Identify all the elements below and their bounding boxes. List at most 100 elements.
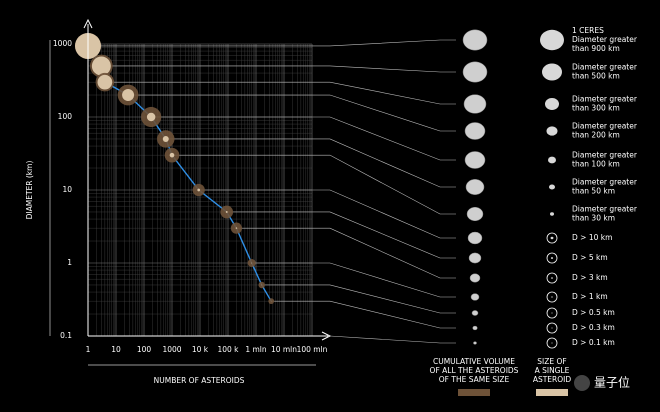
asteroid-dot xyxy=(551,312,553,314)
size-label: than 50 km xyxy=(572,187,615,196)
size-ring xyxy=(546,307,558,319)
size-ring xyxy=(546,322,558,334)
legend-label: OF ALL THE ASTEROIDS xyxy=(430,366,519,375)
asteroid-image xyxy=(546,126,558,136)
leader-line xyxy=(226,211,456,259)
legend-label: A SINGLE xyxy=(535,366,570,375)
legend-label: OF THE SAME SIZE xyxy=(439,375,510,384)
asteroid-image xyxy=(469,273,481,283)
leader-line xyxy=(165,138,456,188)
single-bubble xyxy=(169,152,175,158)
asteroid-image xyxy=(468,252,482,264)
size-label: D > 10 km xyxy=(572,233,612,242)
asteroid-image xyxy=(470,293,480,301)
single-bubble xyxy=(122,89,135,102)
asteroid-image xyxy=(463,94,487,114)
asteroid-image xyxy=(545,98,559,110)
single-bubble xyxy=(225,211,228,213)
size-label: than 500 km xyxy=(572,72,620,81)
size-label: than 300 km xyxy=(572,104,620,113)
asteroid-image xyxy=(548,156,556,164)
size-label: than 900 km xyxy=(572,44,620,53)
x-tick-label: 1 xyxy=(86,345,91,354)
size-label: D > 0.1 km xyxy=(572,338,615,347)
asteroid-image xyxy=(472,325,478,331)
y-tick-label: 0.1 xyxy=(60,331,72,340)
leader-line xyxy=(236,227,456,279)
single-bubble xyxy=(251,262,253,264)
x-tick-label: 10 mln xyxy=(271,345,297,354)
size-label: Diameter greater xyxy=(572,205,638,214)
size-ring xyxy=(546,337,558,349)
legend-swatch-single xyxy=(536,389,568,396)
size-label: Diameter greater xyxy=(572,122,638,131)
size-label: Diameter greater xyxy=(572,178,638,187)
asteroid-image xyxy=(471,310,479,316)
leader-line xyxy=(329,335,456,344)
leader-line xyxy=(261,284,456,314)
leader-line xyxy=(151,116,456,161)
y-tick-label: 100 xyxy=(58,112,73,121)
size-label: 1 CERES xyxy=(572,26,604,35)
size-ring xyxy=(546,272,558,284)
x-tick-label: 1 mln xyxy=(245,345,267,354)
x-tick-label: 1000 xyxy=(162,345,181,354)
y-tick-label: 1 xyxy=(67,258,72,267)
leader-line xyxy=(198,189,456,239)
size-label: Diameter greater xyxy=(572,95,638,104)
leader-line xyxy=(88,39,456,47)
asteroid-dot xyxy=(551,327,553,329)
asteroid-image xyxy=(542,63,562,81)
x-axis-label: NUMBER OF ASTEROIDS xyxy=(154,376,245,385)
x-tick-label: 100 xyxy=(137,345,152,354)
size-label: than 200 km xyxy=(572,131,620,140)
marks xyxy=(75,32,275,305)
asteroid-image xyxy=(464,151,486,169)
asteroid-image xyxy=(462,29,488,51)
asteroid-image xyxy=(550,257,554,259)
asteroid-image xyxy=(462,61,488,83)
x-tick-label: 10 xyxy=(111,345,121,354)
single-bubble xyxy=(97,74,113,90)
y-tick-label: 10 xyxy=(62,185,72,194)
size-label: than 30 km xyxy=(572,214,615,223)
asteroid-image xyxy=(473,341,477,345)
single-bubble xyxy=(261,284,263,286)
x-axis-arrow xyxy=(321,331,332,341)
leader-line xyxy=(101,65,456,73)
size-label: D > 3 km xyxy=(572,273,608,282)
x-tick-label: 100 k xyxy=(217,345,239,354)
single-bubble xyxy=(91,56,111,76)
legend-swatch-volume xyxy=(458,389,490,396)
asteroid-image xyxy=(550,236,554,240)
size-ring xyxy=(546,291,558,303)
size-label: Diameter greater xyxy=(572,63,638,72)
asteroid-image xyxy=(540,29,564,51)
leader-line xyxy=(271,300,456,329)
size-label: D > 1 km xyxy=(572,292,608,301)
asteroid-image xyxy=(465,179,485,195)
size-label: D > 0.5 km xyxy=(572,308,615,317)
size-ring xyxy=(546,252,558,264)
size-ring xyxy=(546,232,558,244)
single-bubble xyxy=(235,227,238,229)
asteroid-image xyxy=(464,122,486,140)
size-label: than 100 km xyxy=(572,160,620,169)
asteroid-image xyxy=(551,277,553,279)
size-label: D > 5 km xyxy=(572,253,608,262)
leader-line xyxy=(104,81,456,105)
y-axis-arrow xyxy=(83,18,93,29)
watermark: 量子位 xyxy=(594,375,630,390)
single-bubble xyxy=(162,135,169,142)
x-tick-label: 100 mln xyxy=(297,345,328,354)
size-label: D > 0.3 km xyxy=(572,323,615,332)
asteroid-image xyxy=(466,206,484,222)
legend-label: SIZE OF xyxy=(537,357,566,366)
watermark-icon xyxy=(574,375,590,391)
size-label: Diameter greater xyxy=(572,151,638,160)
legend-label: CUMULATIVE VOLUME xyxy=(433,357,515,366)
asteroid-dot xyxy=(551,342,553,344)
x-tick-label: 10 k xyxy=(192,345,209,354)
legend-label: ASTEROID xyxy=(533,375,572,384)
